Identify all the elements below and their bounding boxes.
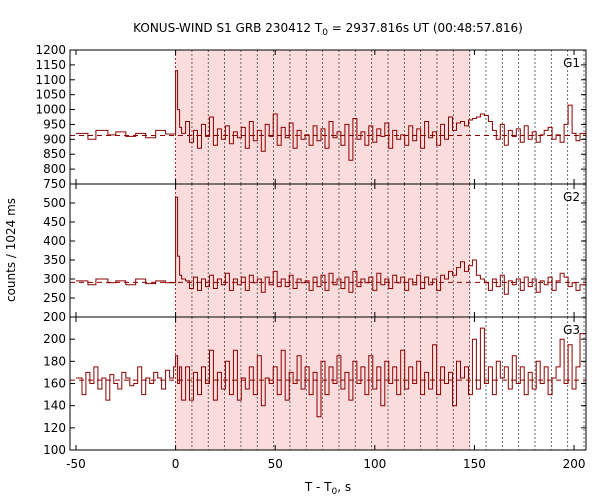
chart-title: KONUS-WIND S1 GRB 230412 T0 = 2937.816s … [133,21,523,38]
y-tick-label: 300 [43,272,66,286]
y-tick-label: 350 [43,253,66,267]
panel-label: G2 [563,190,580,204]
series-line-g2 [76,196,586,295]
series-line-g3 [76,327,586,418]
y-tick-label: 800 [43,162,66,176]
x-tick-label: 200 [563,457,586,471]
y-tick-label: 950 [43,117,66,131]
shaded-interval [175,317,471,450]
y-axis-label: counts / 1024 ms [4,198,18,302]
x-tick-label: 100 [363,457,386,471]
y-tick-label: 900 [43,132,66,146]
panels-group: 75080085090095010001050110011501200G1200… [35,43,587,471]
x-tick-label: 150 [463,457,486,471]
y-tick-label: 140 [43,399,66,413]
y-tick-label: 1150 [35,58,66,72]
y-tick-label: 200 [43,332,66,346]
x-tick-label: 0 [172,457,180,471]
x-axis-label: T - T0, s [304,480,351,497]
y-tick-label: 450 [43,215,66,229]
y-tick-label: 400 [43,234,66,248]
y-tick-label: 120 [43,421,66,435]
panel-g2: 200 250 300 350 400 450 500 G2 [43,183,587,324]
x-tick-label: 50 [268,457,283,471]
y-tick-label: 500 [43,196,66,210]
y-tick-label: 160 [43,377,66,391]
y-tick-label: 1050 [35,88,66,102]
series-line-g1 [76,70,586,161]
y-tick-label: 200 [43,310,66,324]
shaded-interval [175,50,471,184]
shaded-interval [175,184,471,317]
y-tick-label: 100 [43,443,66,457]
panel-label: G1 [563,56,580,70]
panel-g3: 100 120 140 160 180 200 G3 [43,316,587,457]
y-tick-label: 1000 [35,103,66,117]
y-tick-label: 850 [43,147,66,161]
y-tick-label: 750 [43,177,66,191]
x-tick-label: -50 [66,457,86,471]
panel-label: G3 [563,323,580,337]
y-tick-label: 250 [43,291,66,305]
y-tick-label: 1200 [35,43,66,57]
y-tick-label: 1100 [35,73,66,87]
y-tick-label: 180 [43,354,66,368]
